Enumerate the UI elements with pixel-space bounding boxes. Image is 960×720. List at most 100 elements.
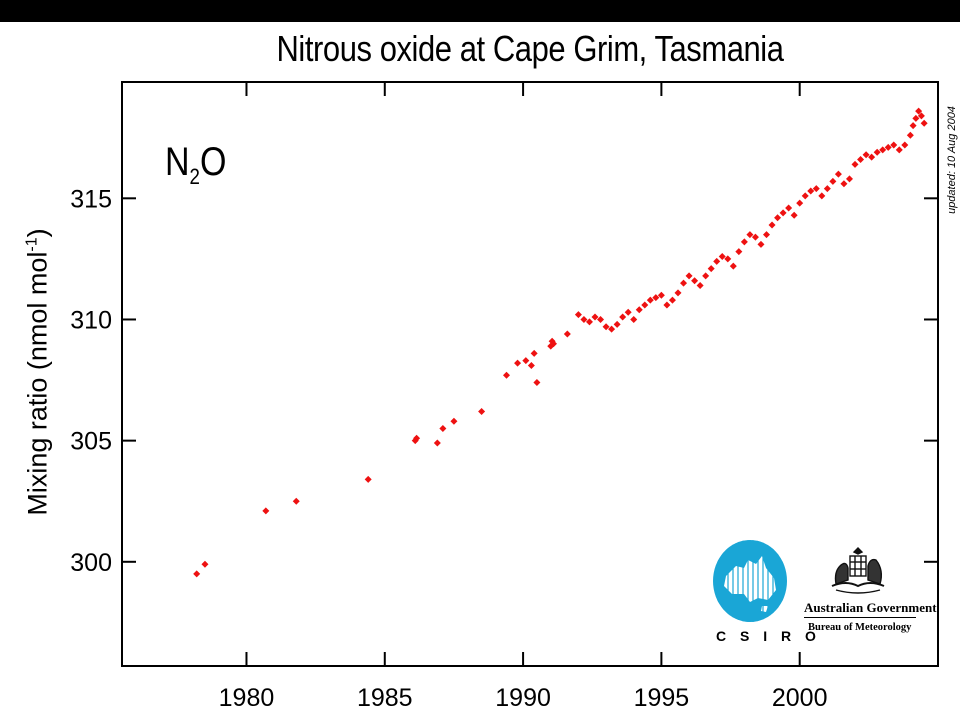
- data-point: [912, 114, 920, 122]
- data-point: [657, 291, 665, 299]
- data-point: [563, 330, 571, 338]
- y-axis-label-text: Mixing ratio (nmol mol: [22, 251, 53, 516]
- x-tick-label: 2000: [772, 684, 828, 712]
- data-point: [763, 231, 771, 239]
- x-tick-label: 1995: [634, 684, 690, 712]
- data-point: [646, 296, 654, 304]
- data-point: [768, 221, 776, 229]
- csiro-wordmark: C S I R O: [716, 628, 821, 644]
- data-point: [796, 199, 804, 207]
- data-point: [807, 187, 815, 195]
- data-point: [514, 359, 522, 367]
- data-point: [292, 497, 300, 505]
- data-point: [879, 146, 887, 154]
- coat-of-arms-icon: [831, 547, 885, 594]
- data-point: [724, 255, 732, 263]
- data-point: [624, 308, 632, 316]
- y-tick-label: 315: [70, 185, 112, 213]
- data-point: [439, 425, 447, 433]
- data-point: [757, 240, 765, 248]
- data-point: [779, 209, 787, 217]
- data-point: [740, 238, 748, 246]
- y-axis-label-end: ): [22, 228, 53, 238]
- data-point: [580, 315, 588, 323]
- x-tick-label: 1985: [357, 684, 413, 712]
- data-point: [574, 311, 582, 319]
- data-point: [884, 143, 892, 151]
- points-layer: [193, 107, 928, 578]
- data-point: [845, 175, 853, 183]
- data-point: [785, 204, 793, 212]
- data-point: [668, 296, 676, 304]
- species-label-main: N: [165, 140, 190, 184]
- data-point: [502, 371, 510, 379]
- data-point: [729, 262, 737, 270]
- updated-annotation: updated: 10 Aug 2004: [946, 106, 958, 214]
- data-point: [873, 148, 881, 156]
- data-point: [857, 156, 865, 164]
- data-point: [364, 475, 372, 483]
- data-point: [674, 289, 682, 297]
- data-point: [597, 315, 605, 323]
- data-point: [533, 378, 541, 386]
- data-point: [834, 170, 842, 178]
- csiro-logo: [713, 540, 787, 622]
- data-point: [602, 323, 610, 331]
- data-point: [201, 560, 209, 568]
- data-point: [868, 153, 876, 161]
- data-point: [862, 151, 870, 159]
- data-point: [478, 408, 486, 416]
- data-point: [718, 252, 726, 260]
- data-point: [262, 507, 270, 515]
- data-point: [829, 177, 837, 185]
- data-point: [591, 313, 599, 321]
- data-point: [818, 192, 826, 200]
- data-point: [685, 272, 693, 280]
- data-point: [663, 301, 671, 309]
- data-point: [635, 306, 643, 314]
- x-tick-label: 1980: [219, 684, 275, 712]
- data-point: [450, 417, 458, 425]
- axes-layer: 300 305 310 315 1980 1985 1990 1995 2000: [70, 82, 938, 712]
- data-point: [641, 301, 649, 309]
- data-point: [920, 119, 928, 127]
- data-point: [906, 131, 914, 139]
- y-tick-label: 300: [70, 549, 112, 577]
- bom-department-text: Bureau of Meteorology: [808, 622, 912, 633]
- data-point: [413, 434, 421, 442]
- data-point: [696, 282, 704, 290]
- data-point: [915, 107, 923, 115]
- species-label-end: O: [199, 140, 227, 184]
- data-point: [751, 233, 759, 241]
- data-point: [619, 313, 627, 321]
- data-point: [652, 294, 660, 302]
- species-label-subscript: 2: [189, 164, 200, 189]
- bom-government-text: Australian Government: [804, 600, 937, 615]
- data-point: [840, 180, 848, 188]
- data-point: [702, 272, 710, 280]
- data-point: [550, 340, 558, 348]
- data-point: [746, 231, 754, 239]
- data-point: [613, 320, 621, 328]
- y-tick-label: 305: [70, 428, 112, 456]
- y-tick-label: 310: [70, 306, 112, 334]
- y-axis-label: Mixing ratio (nmol mol-1): [23, 228, 54, 515]
- data-point: [812, 185, 820, 193]
- data-point: [530, 349, 538, 357]
- y-axis-label-superscript: -1: [23, 237, 41, 252]
- data-point: [895, 146, 903, 154]
- data-point: [680, 279, 688, 287]
- data-point: [851, 160, 859, 168]
- data-point: [774, 214, 782, 222]
- data-point: [608, 325, 616, 333]
- data-point: [735, 248, 743, 256]
- chart-title: Nitrous oxide at Cape Grim, Tasmania: [276, 28, 784, 69]
- data-point: [522, 357, 530, 365]
- data-point: [707, 265, 715, 273]
- data-point: [433, 439, 441, 447]
- data-point: [630, 315, 638, 323]
- bom-divider: [804, 617, 916, 618]
- data-point: [713, 257, 721, 265]
- data-point: [585, 318, 593, 326]
